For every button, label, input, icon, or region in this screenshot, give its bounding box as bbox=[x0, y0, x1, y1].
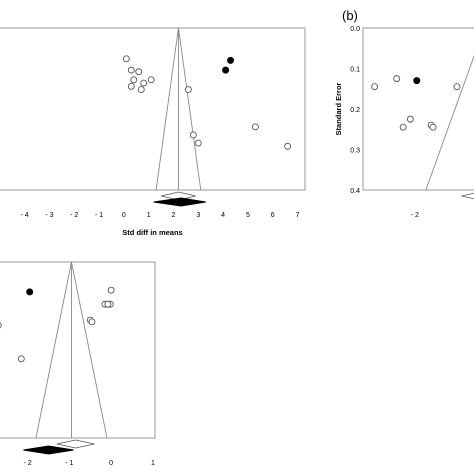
panel-b-label: (b) bbox=[342, 8, 358, 23]
x-tick-label: - 2 bbox=[411, 212, 419, 219]
funnel-left-line bbox=[155, 27, 179, 191]
x-tick-label: - 3 bbox=[45, 212, 53, 219]
funnel-plot-panel-b: - 2 0.0 0.1 0.2 0.3 0.4 Standard Error bbox=[334, 26, 474, 219]
observed-study-point bbox=[194, 139, 202, 147]
observed-study-point bbox=[371, 83, 379, 91]
observed-study-point bbox=[184, 86, 192, 94]
plot-frame bbox=[0, 261, 156, 439]
observed-study-point bbox=[399, 123, 407, 131]
observed-study-point bbox=[130, 76, 138, 84]
observed-study-point bbox=[284, 142, 292, 150]
x-tick-label: - 1 bbox=[95, 212, 103, 219]
x-tick-label: 0 bbox=[122, 212, 126, 219]
x-tick-label: 7 bbox=[296, 212, 300, 219]
adjusted-summary-diamond bbox=[23, 445, 74, 455]
x-tick-label: 2 bbox=[172, 212, 176, 219]
observed-summary-diamond bbox=[160, 191, 196, 201]
y-tick-label: 0.4 bbox=[350, 188, 360, 195]
observed-study-point bbox=[122, 55, 130, 63]
x-tick-label: 4 bbox=[221, 212, 225, 219]
x-tick-label: - 2 bbox=[24, 460, 32, 467]
y-tick-label: 0.3 bbox=[350, 148, 360, 155]
x-tick-label: 0 bbox=[109, 460, 113, 467]
observed-study-point bbox=[17, 355, 25, 363]
adjusted-summary-diamond bbox=[153, 197, 206, 207]
x-tick-label: 6 bbox=[271, 212, 275, 219]
imputed-study-point bbox=[222, 66, 230, 74]
observed-study-point bbox=[127, 66, 135, 74]
imputed-study-point bbox=[227, 56, 235, 64]
x-tick-label: 3 bbox=[196, 212, 200, 219]
observed-study-point bbox=[453, 83, 461, 91]
y-tick-label: 0.1 bbox=[350, 67, 360, 74]
observed-study-point bbox=[127, 82, 135, 90]
observed-summary-diamond bbox=[56, 439, 95, 449]
observed-study-point bbox=[135, 68, 143, 76]
x-tick-label: - 4 bbox=[21, 212, 29, 219]
y-tick-label: 0.2 bbox=[350, 107, 360, 114]
imputed-study-point bbox=[413, 77, 421, 85]
observed-study-point bbox=[88, 318, 96, 326]
plot-frame bbox=[362, 27, 474, 191]
observed-study-point bbox=[393, 75, 401, 83]
observed-study-point bbox=[140, 79, 148, 87]
observed-study-point bbox=[104, 300, 112, 308]
observed-study-point bbox=[406, 115, 414, 123]
funnel-right-line bbox=[177, 27, 202, 191]
observed-study-point bbox=[147, 76, 155, 84]
observed-study-point bbox=[251, 123, 259, 131]
x-axis-title: Std diff in means bbox=[122, 228, 182, 237]
observed-study-point bbox=[137, 86, 145, 94]
imputed-study-point bbox=[26, 288, 34, 296]
x-tick-label: 1 bbox=[147, 212, 151, 219]
x-tick-label: - 2 bbox=[70, 212, 78, 219]
funnel-left-line bbox=[35, 261, 72, 439]
funnel-left-line bbox=[425, 54, 474, 191]
y-tick-label: 0.0 bbox=[350, 26, 360, 33]
x-tick-label: 5 bbox=[246, 212, 250, 219]
funnel-plot-panel-c: - 2- 101Std diff in means bbox=[0, 261, 156, 467]
funnel-plot-panel-a: - 4 - 3 - 2 - 1 0 1 2 3 4 5 6 7 Std diff in means bbox=[0, 27, 306, 237]
x-tick-label: - 1 bbox=[65, 460, 73, 467]
observed-study-point bbox=[189, 131, 197, 139]
observed-study-point bbox=[107, 286, 115, 294]
x-tick-label: 1 bbox=[151, 460, 155, 467]
funnel-right-line bbox=[71, 261, 108, 439]
observed-summary-diamond bbox=[461, 192, 474, 200]
y-axis-title: Standard Error bbox=[334, 82, 343, 135]
plot-frame bbox=[0, 27, 306, 191]
observed-study-point bbox=[0, 322, 2, 329]
observed-study-point bbox=[429, 123, 437, 131]
